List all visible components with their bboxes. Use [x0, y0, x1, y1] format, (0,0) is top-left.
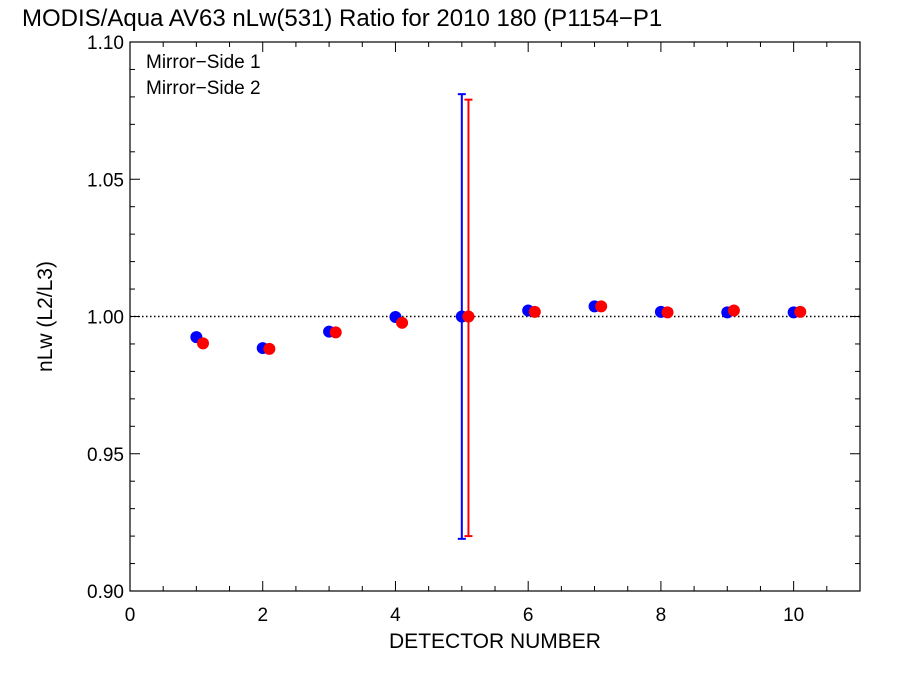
x-tick-label: 8 — [656, 605, 667, 626]
data-point-series-2 — [329, 326, 342, 339]
plot-area: 0 2 4 6 8 10 0.90 0.95 1.00 1.05 1.10 — [87, 33, 861, 626]
x-tick-label: 10 — [783, 605, 804, 626]
data-point-series-2 — [528, 305, 541, 318]
y-tick-label: 1.00 — [87, 308, 124, 329]
data-point-series-2 — [661, 306, 674, 319]
y-tick-label: 1.05 — [87, 170, 124, 191]
data-point-series-2 — [727, 304, 740, 317]
data-point-series-2 — [462, 310, 475, 323]
legend-entry-2: Mirror−Side 2 — [146, 78, 261, 99]
x-axis-title: DETECTOR NUMBER — [389, 630, 601, 653]
data-point-series-2 — [396, 316, 409, 329]
legend-entry-1: Mirror−Side 1 — [146, 52, 261, 73]
chart-title: MODIS/Aqua AV63 nLw(531) Ratio for 2010 … — [22, 5, 662, 32]
y-axis-title: nLw (L2/L3) — [34, 261, 57, 372]
y-tick-label: 0.90 — [87, 582, 124, 603]
data-point-series-2 — [794, 305, 807, 318]
data-point-series-2 — [197, 337, 209, 350]
x-tick-label: 0 — [125, 605, 136, 626]
data-point-series-2 — [263, 342, 276, 355]
x-tick-label: 6 — [523, 605, 534, 626]
legend: Mirror−Side 1 Mirror−Side 2 — [146, 52, 261, 99]
data-point-series-2 — [595, 300, 608, 313]
y-tick-label: 1.10 — [87, 33, 124, 54]
x-tick-label: 2 — [257, 605, 268, 626]
y-tick-label: 0.95 — [87, 445, 124, 466]
x-tick-label: 4 — [390, 605, 401, 626]
